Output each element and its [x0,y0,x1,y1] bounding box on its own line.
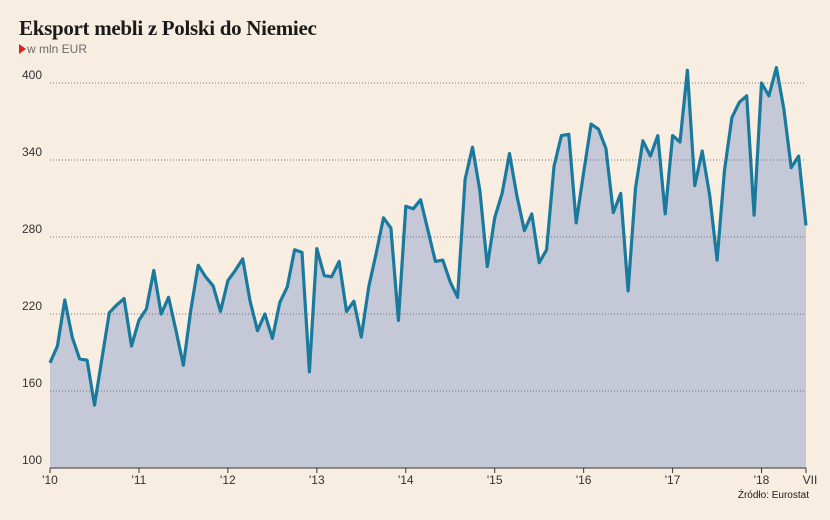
x-tick-label-1: '11 [132,473,147,487]
unit-label: w mln EUR [27,42,88,56]
y-tick-label-280: 280 [22,222,42,236]
y-tick-label-400: 400 [22,68,42,82]
chart-subtitle: w mln EUR [19,42,87,56]
series-line [48,65,808,407]
source-note: Źródło: Eurostat [737,490,809,501]
y-tick-label-100: 100 [22,453,42,467]
chart-title: Eksport mebli z Polski do Niemiec [19,16,317,40]
x-tick-label-3: '13 [309,473,325,487]
y-tick-label-340: 340 [22,145,42,159]
red-triangle-marker-icon [19,44,26,54]
area-fill [50,67,806,468]
y-tick-label-160: 160 [22,376,42,390]
x-tick-label-2: '12 [220,473,236,487]
x-tick-label-8: '18 [754,473,770,487]
x-tick-label-5: '15 [487,473,503,487]
x-tick-label-7: '17 [665,473,681,487]
x-tick-label-0: '10 [42,473,58,487]
x-tick-label-4: '14 [398,473,414,487]
x-tick-label-6: '16 [576,473,592,487]
x-tick-label-9: VII [803,473,818,487]
y-tick-label-220: 220 [22,299,42,313]
